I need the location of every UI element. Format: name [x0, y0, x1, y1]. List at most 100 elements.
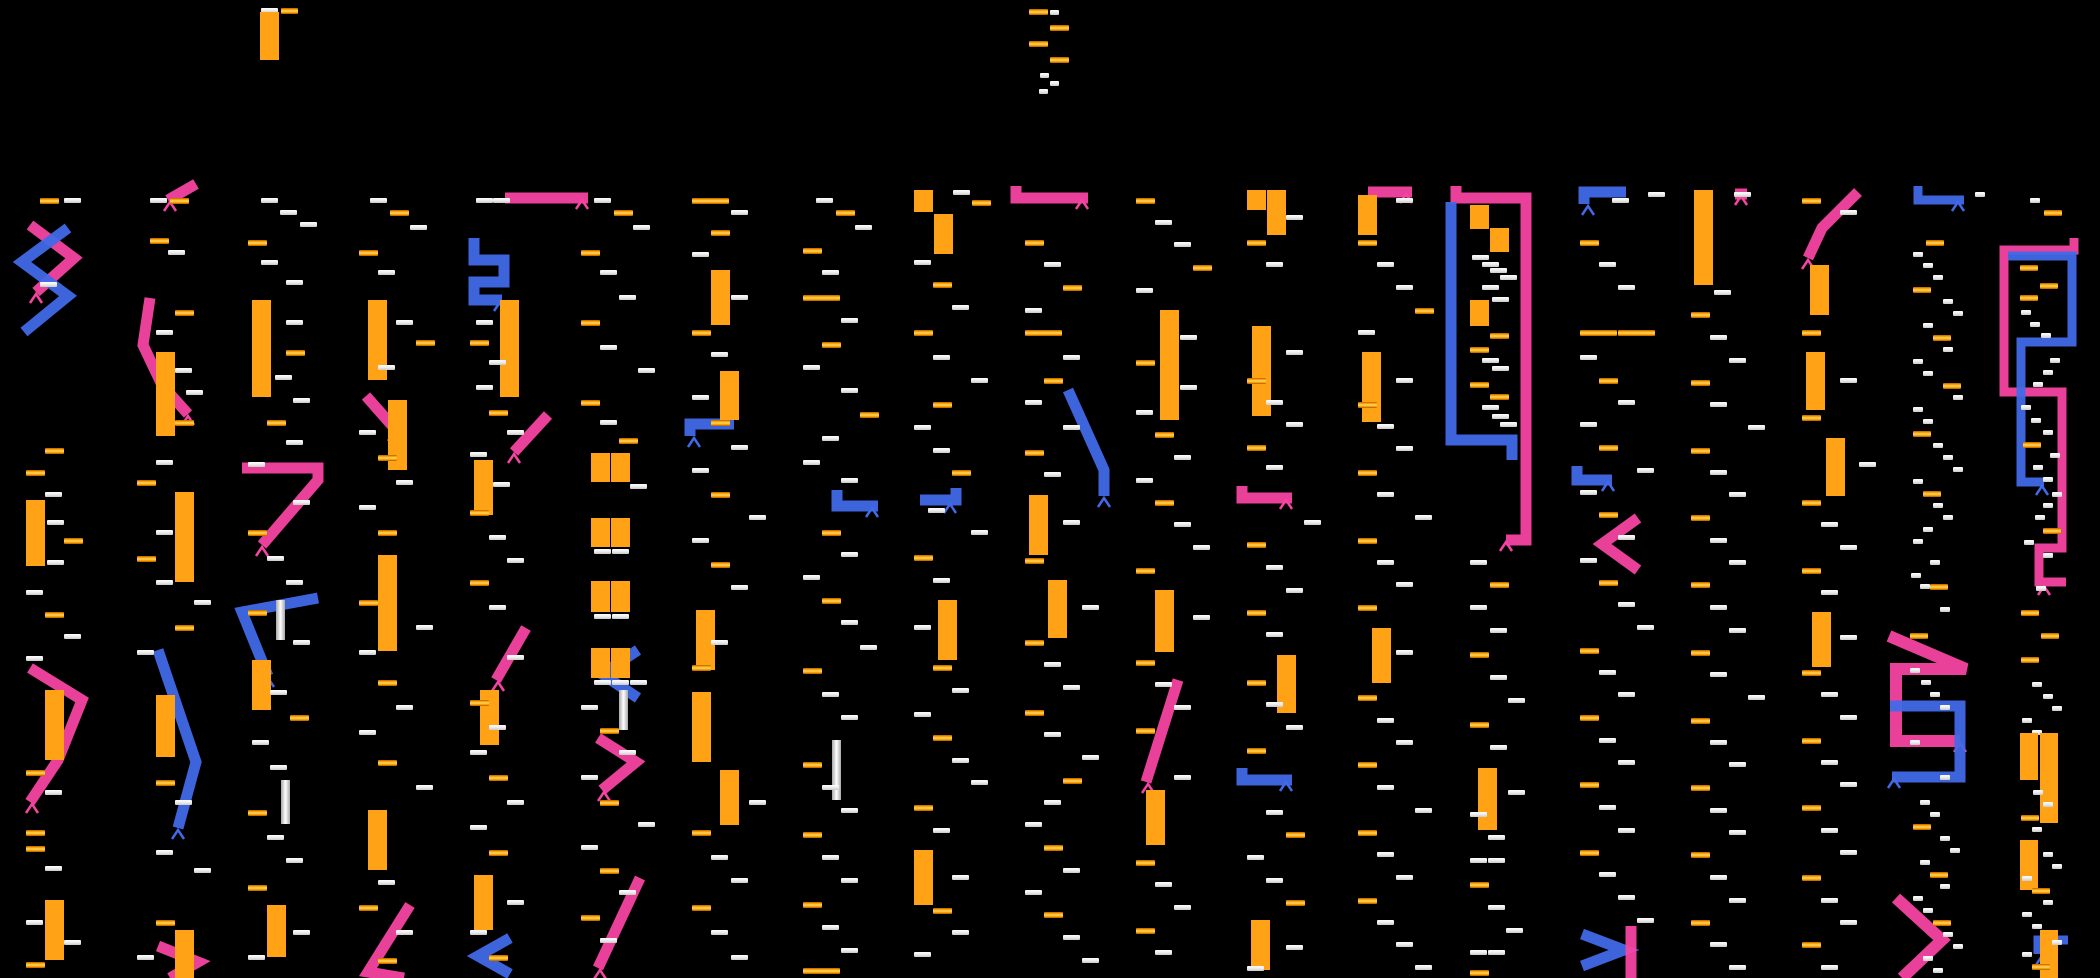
bt-chip	[1082, 958, 1099, 963]
bt-chip	[1710, 875, 1727, 880]
bt-chip	[359, 430, 376, 435]
bt-chip	[1044, 262, 1061, 267]
fx-hold-note	[611, 648, 630, 678]
bt-chip	[2052, 864, 2062, 869]
fx-hold-note	[388, 400, 407, 470]
laser-pink	[25, 663, 89, 806]
fx-chip	[803, 295, 840, 301]
bt-chip	[1940, 705, 1950, 710]
bt-chip	[1490, 628, 1507, 633]
bt-chip	[378, 365, 395, 370]
bt-chip	[841, 878, 858, 883]
bt-chip	[1247, 966, 1264, 971]
bt-chip	[1913, 407, 1923, 412]
bt-chip	[286, 320, 303, 325]
bt-chip	[1923, 323, 1933, 328]
bt-chip	[1193, 615, 1210, 620]
bt-chip	[280, 210, 297, 215]
bt-chip	[267, 556, 284, 561]
bt-chip	[1840, 545, 1857, 550]
bt-chip	[64, 198, 81, 203]
bt-chip	[1710, 538, 1727, 543]
fx-chip	[2044, 210, 2062, 216]
bt-chip	[914, 425, 931, 430]
bt-chip	[45, 866, 62, 871]
fx-hold-note	[591, 518, 610, 547]
fx-chip	[1618, 330, 1655, 336]
bt-chip	[1025, 822, 1042, 827]
fx-chip	[1490, 394, 1509, 400]
fx-chip	[1136, 360, 1155, 366]
bt-chip	[1266, 878, 1283, 883]
fx-chip	[1136, 928, 1155, 934]
laser-blue	[1571, 466, 1612, 486]
bt-chip	[1618, 828, 1635, 833]
fx-chip	[64, 538, 83, 544]
bt-chip	[1940, 884, 1950, 889]
fx-chip	[1802, 500, 1821, 506]
bt-chip	[1920, 800, 1930, 805]
fx-chip	[470, 700, 489, 706]
bt-chip	[286, 280, 303, 285]
fx-hold-note	[2020, 733, 2038, 780]
bt-chip	[1358, 330, 1375, 335]
laser-pink	[1886, 630, 1969, 747]
bt-chip	[1910, 668, 1920, 673]
fx-chip	[489, 955, 508, 961]
bt-chip	[692, 252, 709, 257]
fx-hold-note	[252, 300, 271, 397]
bt-chip	[1940, 836, 1950, 841]
bt-chip	[168, 250, 185, 255]
fx-chip	[390, 210, 409, 216]
bt-chip	[293, 640, 310, 645]
fx-hold-note	[2040, 930, 2058, 978]
fx-chip	[600, 728, 619, 734]
bt-chip	[1247, 855, 1264, 860]
fx-chip	[2021, 610, 2039, 616]
fx-hold-note	[1806, 352, 1825, 410]
fx-chip	[600, 868, 619, 874]
fx-chip	[1044, 912, 1063, 918]
bt-chip	[507, 558, 524, 563]
fx-chip	[248, 610, 267, 616]
bt-chip	[928, 508, 945, 513]
fx-hold-note	[914, 190, 933, 212]
bt-chip	[594, 680, 611, 685]
bt-chip	[293, 500, 310, 505]
bt-chip	[1377, 262, 1394, 267]
bt-chip	[803, 460, 820, 465]
bt-chip	[2043, 900, 2053, 905]
fx-chip	[1580, 715, 1599, 721]
bt-chip	[1286, 422, 1303, 427]
bt-chip	[1377, 492, 1394, 497]
laser-arrow	[24, 801, 40, 814]
laser-arrow	[490, 679, 506, 692]
fx-chip	[359, 905, 378, 911]
bt-chip	[1063, 935, 1080, 940]
bt-chip	[1286, 350, 1303, 355]
fx-chip	[952, 470, 971, 476]
bt-chip	[822, 692, 839, 697]
bt-chip	[1470, 560, 1487, 565]
bt-chip	[1840, 782, 1857, 787]
bt-chip	[594, 198, 611, 203]
bt-chip	[1943, 515, 1953, 520]
bt-chip	[1482, 285, 1499, 290]
bt-chip	[1913, 896, 1923, 901]
fx-chip	[1358, 605, 1377, 611]
fx-hold-note	[2040, 733, 2058, 823]
fx-chip	[1913, 824, 1931, 830]
bt-chip	[1470, 858, 1487, 863]
fx-chip	[1599, 580, 1618, 586]
bt-chip	[860, 645, 877, 650]
bt-chip	[594, 614, 611, 619]
laser-pink	[1891, 893, 1951, 978]
bt-chip	[612, 549, 629, 554]
fx-chip	[1923, 491, 1941, 497]
bt-chip	[489, 725, 506, 730]
laser-arrow	[574, 197, 590, 210]
bt-chip	[2022, 876, 2032, 881]
bt-chip	[2052, 706, 2062, 711]
fx-hold-note	[45, 900, 64, 960]
bt-chip	[1729, 492, 1746, 497]
